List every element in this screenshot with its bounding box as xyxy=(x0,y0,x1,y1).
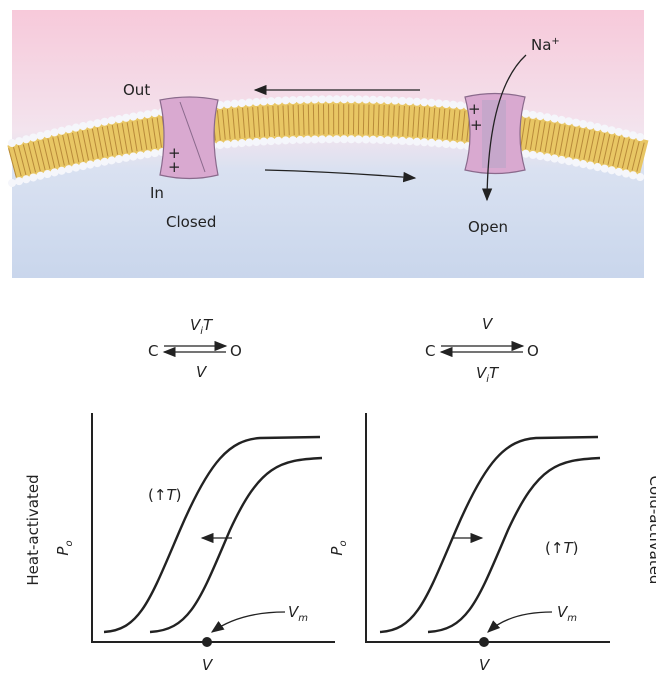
curve-shifted xyxy=(427,456,601,634)
open-label: Open xyxy=(468,218,508,236)
membrane-panel: + + + + Out In Closed Open Na+ xyxy=(7,10,649,278)
plot: Heat-activated Po (↑T) Vm V xyxy=(24,413,335,674)
axes xyxy=(365,413,610,643)
state-c: C xyxy=(148,342,158,360)
charge: + xyxy=(168,144,181,162)
side-label: Heat-activated xyxy=(24,474,42,585)
state-o: O xyxy=(527,342,539,360)
vm-point xyxy=(479,637,489,647)
outer-heads xyxy=(8,95,648,147)
backward-rate: V xyxy=(196,363,208,381)
side-label: Cold-activated xyxy=(646,476,656,585)
vm-arrow xyxy=(210,611,286,633)
x-label: V xyxy=(479,656,491,674)
arrow-open xyxy=(264,169,417,183)
ion-label: Na+ xyxy=(531,36,560,54)
closed-channel: + + xyxy=(159,96,219,180)
out-label: Out xyxy=(123,81,150,99)
forward-rate: ViT xyxy=(190,316,214,337)
charge: + xyxy=(470,116,483,134)
plot: Po (↑T) Vm V Cold-activated xyxy=(328,413,656,674)
y-label: Po xyxy=(54,540,75,555)
vm-point xyxy=(202,637,212,647)
in-label: In xyxy=(150,184,164,202)
charge: + xyxy=(468,100,481,118)
charge: + xyxy=(168,158,181,176)
inner-heads xyxy=(8,135,648,187)
x-label: V xyxy=(202,656,214,674)
curve-base xyxy=(379,435,599,634)
ion-arrow xyxy=(481,54,527,202)
scheme: C O V ViT xyxy=(425,315,539,385)
scheme: C O ViT V xyxy=(148,316,242,381)
closed-label: Closed xyxy=(166,213,216,231)
axes xyxy=(91,413,335,643)
vm-label: Vm xyxy=(288,603,308,624)
vm-arrow xyxy=(487,611,553,633)
backward-rate: ViT xyxy=(476,364,500,385)
state-o: O xyxy=(230,342,242,360)
vm-label: Vm xyxy=(557,603,577,624)
y-label: Po xyxy=(328,540,349,555)
forward-rate: V xyxy=(482,315,494,333)
lipid-tail-lines xyxy=(8,104,648,178)
state-c: C xyxy=(425,342,435,360)
shift-label: (↑T) xyxy=(148,486,181,504)
open-channel: + + xyxy=(464,92,526,175)
curve-shifted xyxy=(103,435,321,634)
curve-base xyxy=(149,456,323,634)
shift-label: (↑T) xyxy=(545,539,578,557)
